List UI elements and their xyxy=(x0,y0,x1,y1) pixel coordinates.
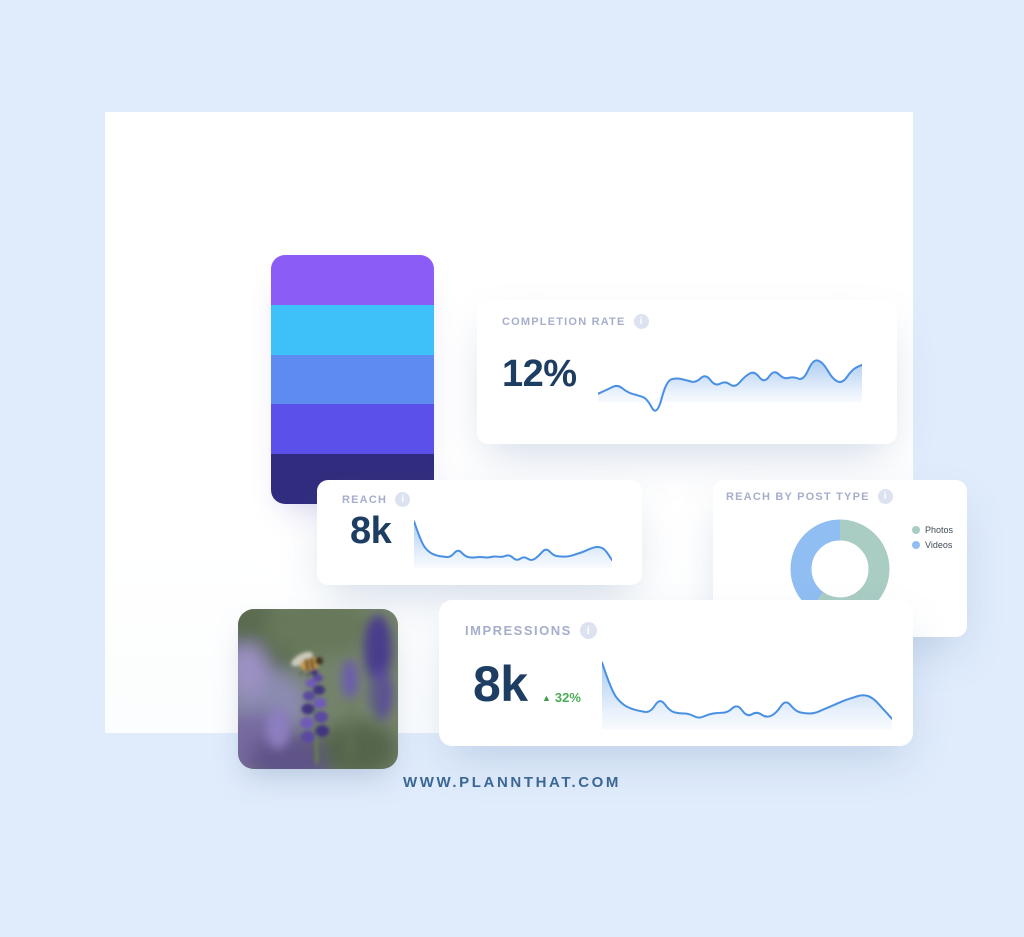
completion-rate-card: COMPLETION RATE i 12% xyxy=(477,300,897,444)
impressions-label: IMPRESSIONS xyxy=(465,623,572,638)
palette-swatch xyxy=(271,304,434,355)
website-url: WWW.PLANNTHAT.COM xyxy=(402,774,622,791)
reach-label: REACH xyxy=(342,493,388,506)
reach-by-post-type-label: REACH BY POST TYPE xyxy=(726,490,870,503)
palette-swatch xyxy=(271,255,434,305)
info-icon[interactable]: i xyxy=(395,492,411,507)
donut-legend: Photos Videos xyxy=(912,525,953,550)
info-icon[interactable]: i xyxy=(579,622,597,639)
trend-up-icon: ▲ xyxy=(542,692,551,703)
impressions-value: 8k xyxy=(473,656,528,712)
videos-dot-icon xyxy=(912,541,920,549)
legend-item-videos: Videos xyxy=(912,540,953,550)
impressions-delta-value: 32% xyxy=(554,690,581,705)
completion-rate-label: COMPLETION RATE xyxy=(502,315,626,328)
brand-color-palette xyxy=(271,255,434,504)
impressions-sparkline xyxy=(602,656,892,736)
reach-value: 8k xyxy=(350,510,392,552)
completion-rate-sparkline xyxy=(598,350,862,426)
info-icon[interactable]: i xyxy=(877,489,893,504)
impressions-delta-badge: ▲ 32% xyxy=(542,690,581,705)
lavender-bee-photo xyxy=(238,609,398,769)
impressions-card: IMPRESSIONS i 8k ▲ 32% xyxy=(439,600,913,746)
dashboard-panel: COMPLETION RATE i 12% REACH i 8k REACH B… xyxy=(105,112,967,769)
legend-item-photos: Photos xyxy=(912,525,953,535)
lavender-bee-illustration xyxy=(238,609,398,769)
photos-dot-icon xyxy=(912,526,920,534)
info-icon[interactable]: i xyxy=(633,314,649,329)
reach-card: REACH i 8k xyxy=(317,480,642,585)
palette-swatch xyxy=(271,404,434,455)
palette-swatch xyxy=(271,354,434,405)
completion-rate-value: 12% xyxy=(502,353,577,395)
reach-sparkline xyxy=(414,513,612,573)
